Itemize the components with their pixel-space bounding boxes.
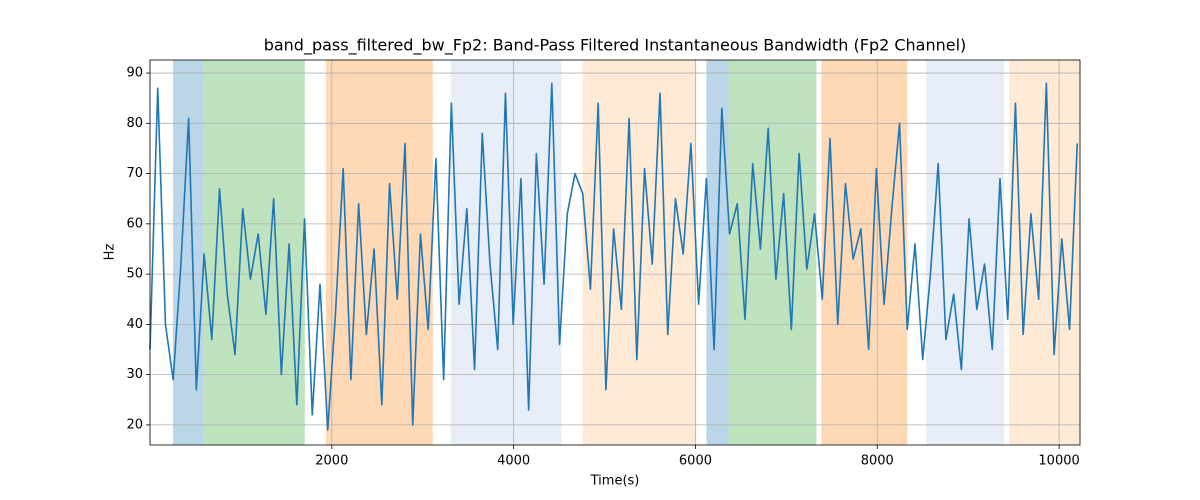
y-tick-label: 90 [126, 66, 143, 81]
y-tick-label: 20 [126, 417, 143, 432]
ticks: 2000 4000 6000 8000 10000 20 30 40 50 60 70 80 90 [126, 66, 1079, 469]
x-axis-label: Time(s) [590, 474, 640, 489]
shaded-span [173, 60, 203, 445]
x-tick-label: 2000 [315, 454, 348, 469]
chart-title: band_pass_filtered_bw_Fp2: Band-Pass Fil… [264, 36, 967, 56]
lines [149, 82, 1079, 431]
y-tick-label: 80 [126, 116, 143, 131]
x-tick-label: 10000 [1038, 454, 1079, 469]
x-tick-label: 6000 [679, 454, 712, 469]
data-line [149, 82, 1079, 431]
y-axis-label: Hz [103, 244, 118, 261]
y-tick-label: 50 [126, 267, 143, 282]
x-tick-label: 4000 [497, 454, 530, 469]
y-tick-label: 30 [126, 367, 143, 382]
shaded-span [582, 60, 697, 445]
shaded-span [325, 60, 433, 445]
y-tick-label: 40 [126, 317, 143, 332]
shaded-span [728, 60, 817, 445]
shaded-span [926, 60, 1005, 445]
spans [173, 60, 1080, 445]
y-tick-label: 60 [126, 216, 143, 231]
y-tick-label: 70 [126, 166, 143, 181]
plot-frame [149, 59, 1081, 446]
shaded-span [821, 60, 908, 445]
x-tick-label: 8000 [861, 454, 894, 469]
